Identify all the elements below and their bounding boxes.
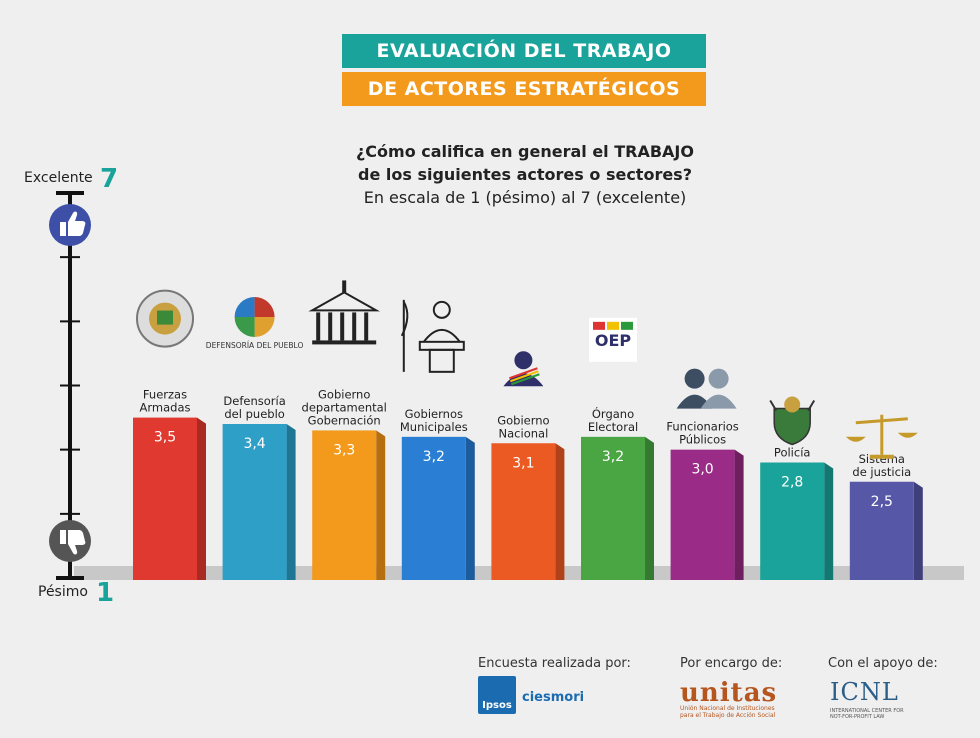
thumbs-up-icon: [49, 204, 91, 246]
bar-front: [760, 462, 825, 580]
bar-category-label: del pueblo: [224, 407, 284, 421]
government-building-icon: [308, 280, 381, 345]
bar-front: [491, 443, 556, 580]
question-line-1: ¿Cómo califica en general el TRABAJO: [356, 142, 694, 161]
police-badge-icon: [769, 396, 816, 446]
bar-side: [465, 436, 475, 580]
people-icon: [676, 368, 737, 409]
bar-value-label: 3,4: [243, 436, 265, 452]
bar-side: [824, 462, 834, 580]
thumbs-down-icon: [49, 520, 91, 562]
bar-category-label: departamental: [302, 400, 387, 414]
title-line-2: DE ACTORES ESTRATÉGICOS: [342, 72, 706, 106]
bar-category-label: Armadas: [140, 401, 191, 415]
justice-scale-icon: [845, 414, 918, 459]
bar-category-label: Defensoría: [223, 394, 285, 408]
bar-category-label: Policía: [774, 446, 811, 460]
bar-side: [376, 430, 386, 580]
defensoria-logo-icon: DEFENSORÍA DEL PUEBLO: [206, 297, 304, 350]
bar-category-label: Gobernación: [308, 413, 381, 427]
bar-side: [734, 449, 744, 580]
bar-front: [312, 430, 377, 580]
bar-value-label: 3,1: [512, 455, 534, 471]
bar-side: [913, 481, 923, 580]
bar-side: [645, 436, 654, 580]
title-line-1: EVALUACIÓN DEL TRABAJO: [342, 34, 706, 68]
bar-category-label: Funcionarios: [666, 420, 738, 434]
scale-top-value: 7: [100, 164, 119, 194]
bar-side: [286, 424, 296, 580]
bar-front: [401, 436, 466, 580]
oep-logo-text: OEP: [595, 331, 632, 350]
bar-category-label: de justicia: [852, 465, 911, 479]
bar-8: 2,8 Policía: [760, 396, 834, 580]
podium-speaker-icon: [400, 299, 465, 373]
bar-category-label: Gobierno: [318, 387, 370, 401]
bar-front: [581, 436, 645, 580]
icnl-logo: ICNL: [830, 678, 899, 706]
scale-bottom-value: 1: [96, 578, 115, 608]
credit-commissioned-label: Por encargo de:: [680, 656, 783, 671]
bar-value-label: 2,8: [781, 475, 803, 491]
president-sash-icon: [503, 351, 544, 387]
defensoria-logo-text: DEFENSORÍA DEL PUEBLO: [206, 341, 304, 350]
ipsos-logo: Ipsos: [478, 676, 516, 714]
bar-9: 2,5Sistemade justicia: [845, 414, 923, 580]
unitas-subtitle: Unión Nacional de Instituciones para el …: [680, 705, 776, 719]
bar-category-label: Municipales: [400, 420, 468, 434]
bar-value-label: 3,2: [423, 449, 445, 465]
coat-of-arms-icon: [136, 289, 194, 348]
ciesmori-logo: ciesmori: [522, 690, 585, 705]
bar-category-label: Gobiernos: [405, 407, 463, 421]
oep-logo-icon: OEP: [589, 317, 637, 362]
bar-value-label: 3,3: [333, 442, 355, 458]
bar-category-label: Fuerzas: [143, 388, 187, 402]
unitas-logo: unitas: [680, 678, 778, 708]
bar-front: [849, 481, 914, 580]
bar-front: [670, 449, 735, 580]
bar-category-label: Públicos: [679, 433, 726, 447]
bar-value-label: 3,0: [691, 462, 713, 478]
credit-survey-label: Encuesta realizada por:: [478, 656, 631, 671]
scale-ticks: [56, 191, 84, 580]
icnl-subtitle: INTERNATIONAL CENTER FOR NOT-FOR-PROFIT …: [830, 708, 904, 720]
credit-support-label: Con el apoyo de:: [828, 656, 938, 671]
question-block: ¿Cómo califica en general el TRABAJO de …: [290, 140, 760, 209]
bar-category-label: Órgano: [592, 406, 634, 421]
bar-category-label: Gobierno: [497, 413, 549, 427]
bar-category-label: Nacional: [499, 426, 549, 440]
bar-front: [222, 424, 287, 580]
bar-side: [555, 443, 565, 580]
bar-side: [197, 417, 206, 580]
scale-subtitle: En escala de 1 (pésimo) al 7 (excelente): [363, 188, 687, 207]
bar-value-label: 3,5: [154, 430, 176, 446]
bar-value-label: 2,5: [871, 494, 893, 510]
scale-top-label: Excelente: [24, 170, 93, 186]
bar-category-label: Electoral: [588, 420, 638, 434]
bar-value-label: 3,2: [602, 449, 624, 465]
bar-front: [133, 417, 197, 580]
question-line-2: de los siguientes actores o sectores?: [358, 165, 692, 184]
scale-bottom-label: Pésimo: [38, 584, 88, 600]
